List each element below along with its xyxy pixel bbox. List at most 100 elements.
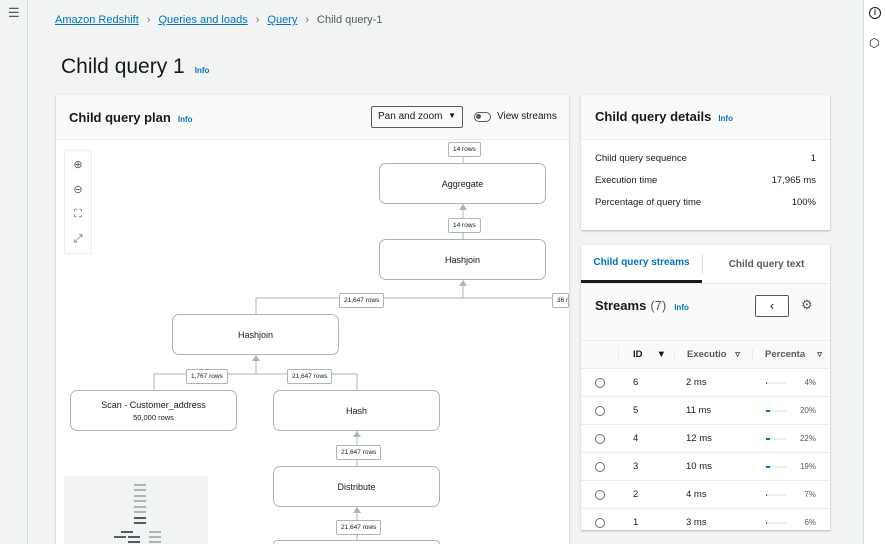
streams-count: (7) <box>650 298 667 313</box>
stream-pct: 22% <box>799 434 816 443</box>
mode-value: Pan and zoom <box>378 111 443 122</box>
caret-down-icon: ▼ <box>448 111 456 120</box>
mode-select[interactable]: Pan and zoom ▼ <box>371 106 463 128</box>
stream-pct: 4% <box>804 378 816 387</box>
plan-node[interactable]: Distribute <box>273 466 440 507</box>
plan-node[interactable]: Hashjoin <box>172 314 339 355</box>
menu-icon[interactable]: ☰ <box>8 5 20 20</box>
settings-icon[interactable]: ⚙ <box>801 297 813 312</box>
edge-label: 21,647 rows <box>336 520 382 535</box>
plan-toolbar: ⊕ ⊖ ⛶ ⤢ <box>64 150 92 254</box>
plan-node[interactable]: Aggregate <box>379 163 546 204</box>
node-label: Hashjoin <box>444 254 481 265</box>
stream-id: 6 <box>633 377 639 388</box>
streams-panel: Child query streams Child query text Str… <box>581 245 830 530</box>
tab-label: Child query streams <box>593 257 690 268</box>
stream-pct: 19% <box>799 462 816 471</box>
table-row[interactable]: 1 3 ms 6% <box>581 509 830 530</box>
node-rows: 50,000 rows <box>133 412 174 422</box>
percentage-bar <box>766 521 786 524</box>
row-radio[interactable] <box>595 517 605 528</box>
percentage-bar <box>766 437 786 440</box>
info-link[interactable]: Info <box>718 114 733 123</box>
node-label: Scan - Customer_address <box>101 399 206 410</box>
prev-page-button[interactable]: ‹ <box>755 295 789 317</box>
query-plan-panel: Child query plan Info Pan and zoom ▼ View … <box>56 95 569 544</box>
detail-label: Child query sequence <box>595 152 687 164</box>
tab-child-query-text[interactable]: Child query text <box>703 245 830 283</box>
row-radio[interactable] <box>595 461 605 472</box>
stream-pct: 7% <box>804 490 816 499</box>
percentage-bar <box>766 465 786 468</box>
detail-value: 1 <box>810 152 816 164</box>
row-radio[interactable] <box>595 489 605 500</box>
table-row[interactable]: 2 4 ms 7% <box>581 481 830 509</box>
plan-node-partial[interactable] <box>273 540 440 544</box>
row-radio[interactable] <box>595 433 605 444</box>
crumb-redshift[interactable]: Amazon Redshift <box>55 14 139 26</box>
info-link[interactable]: Info <box>177 115 193 124</box>
plan-title: Child query plan <box>69 110 171 125</box>
stream-time: 12 ms <box>686 433 712 444</box>
col-label: Percenta <box>765 349 806 360</box>
node-label: Distribute <box>337 481 376 492</box>
node-label: Hash <box>345 405 367 416</box>
node-label: Hashjoin <box>237 329 274 340</box>
edge-label: 14 rows <box>448 218 481 233</box>
plan-node[interactable]: Scan - Customer_address 50,000 rows <box>70 390 237 431</box>
streams-title: Streams <box>595 298 647 313</box>
col-execution[interactable]: Executio ▿ <box>674 349 752 360</box>
tab-label: Child query text <box>728 258 805 270</box>
stream-time: 11 ms <box>686 405 712 416</box>
detail-row: Percentage of query time 100% <box>581 191 830 213</box>
edge-label: 14 rows <box>448 142 481 157</box>
details-title: Child query details <box>595 109 712 124</box>
stream-time: 10 ms <box>686 461 712 472</box>
fit-icon[interactable]: ⛶ <box>74 207 82 220</box>
info-circle-icon[interactable]: i <box>869 7 881 19</box>
crumb-query[interactable]: Query <box>267 14 298 26</box>
detail-value: 100% <box>791 196 816 208</box>
expand-icon[interactable]: ⤢ <box>73 232 83 245</box>
edge-label: 21,647 rows <box>339 293 385 308</box>
tab-child-query-streams[interactable]: Child query streams <box>581 245 702 283</box>
crumb-queries[interactable]: Queries and loads <box>158 14 248 26</box>
plan-node[interactable]: Hashjoin <box>379 239 546 280</box>
row-radio[interactable] <box>595 377 605 388</box>
sort-desc-icon: ▼ <box>656 349 666 360</box>
crumb-current: Child query-1 <box>317 14 383 26</box>
row-radio[interactable] <box>595 405 605 416</box>
stream-id: 1 <box>633 517 639 528</box>
edge-label: 1,767 rows <box>186 369 228 384</box>
table-row[interactable]: 3 10 ms 19% <box>581 453 830 481</box>
info-link[interactable]: Info <box>674 303 689 312</box>
minimap[interactable] <box>64 476 208 544</box>
stream-id: 4 <box>633 433 639 444</box>
stream-time: 2 ms <box>686 377 707 388</box>
streams-table-body: 6 2 ms 4% 5 11 ms 20% 4 12 ms 22% 3 10 m… <box>581 369 830 530</box>
percentage-bar <box>766 381 786 384</box>
col-percentage[interactable]: Percenta ▿ <box>752 349 830 360</box>
col-label: Executio <box>687 349 727 360</box>
sort-icon: ▿ <box>817 349 822 360</box>
stream-pct: 6% <box>804 518 816 527</box>
info-link[interactable]: Info <box>194 66 210 75</box>
detail-label: Execution time <box>595 174 658 186</box>
detail-row: Child query sequence 1 <box>581 147 830 169</box>
breadcrumb: Amazon Redshift › Queries and loads › Quer… <box>55 14 383 26</box>
sort-icon: ▿ <box>735 349 740 360</box>
percentage-bar <box>766 409 786 412</box>
view-streams-toggle[interactable]: View streams <box>474 111 557 122</box>
table-row[interactable]: 4 12 ms 22% <box>581 425 830 453</box>
plan-node[interactable]: Hash <box>273 390 440 431</box>
table-row[interactable]: 6 2 ms 4% <box>581 369 830 397</box>
left-nav: ☰ <box>0 0 28 544</box>
zoom-in-icon[interactable]: ⊕ <box>73 158 83 171</box>
page-title: Child query 1 Info <box>61 55 209 79</box>
col-id[interactable]: ID ▼ <box>619 349 674 360</box>
edge-label: 21,647 rows <box>287 369 333 384</box>
zoom-out-icon[interactable]: ⊖ <box>73 183 83 196</box>
table-row[interactable]: 5 11 ms 20% <box>581 397 830 425</box>
hexagon-settings-icon[interactable]: ⬡ <box>869 36 880 50</box>
right-nav: i ⬡ <box>863 0 886 544</box>
